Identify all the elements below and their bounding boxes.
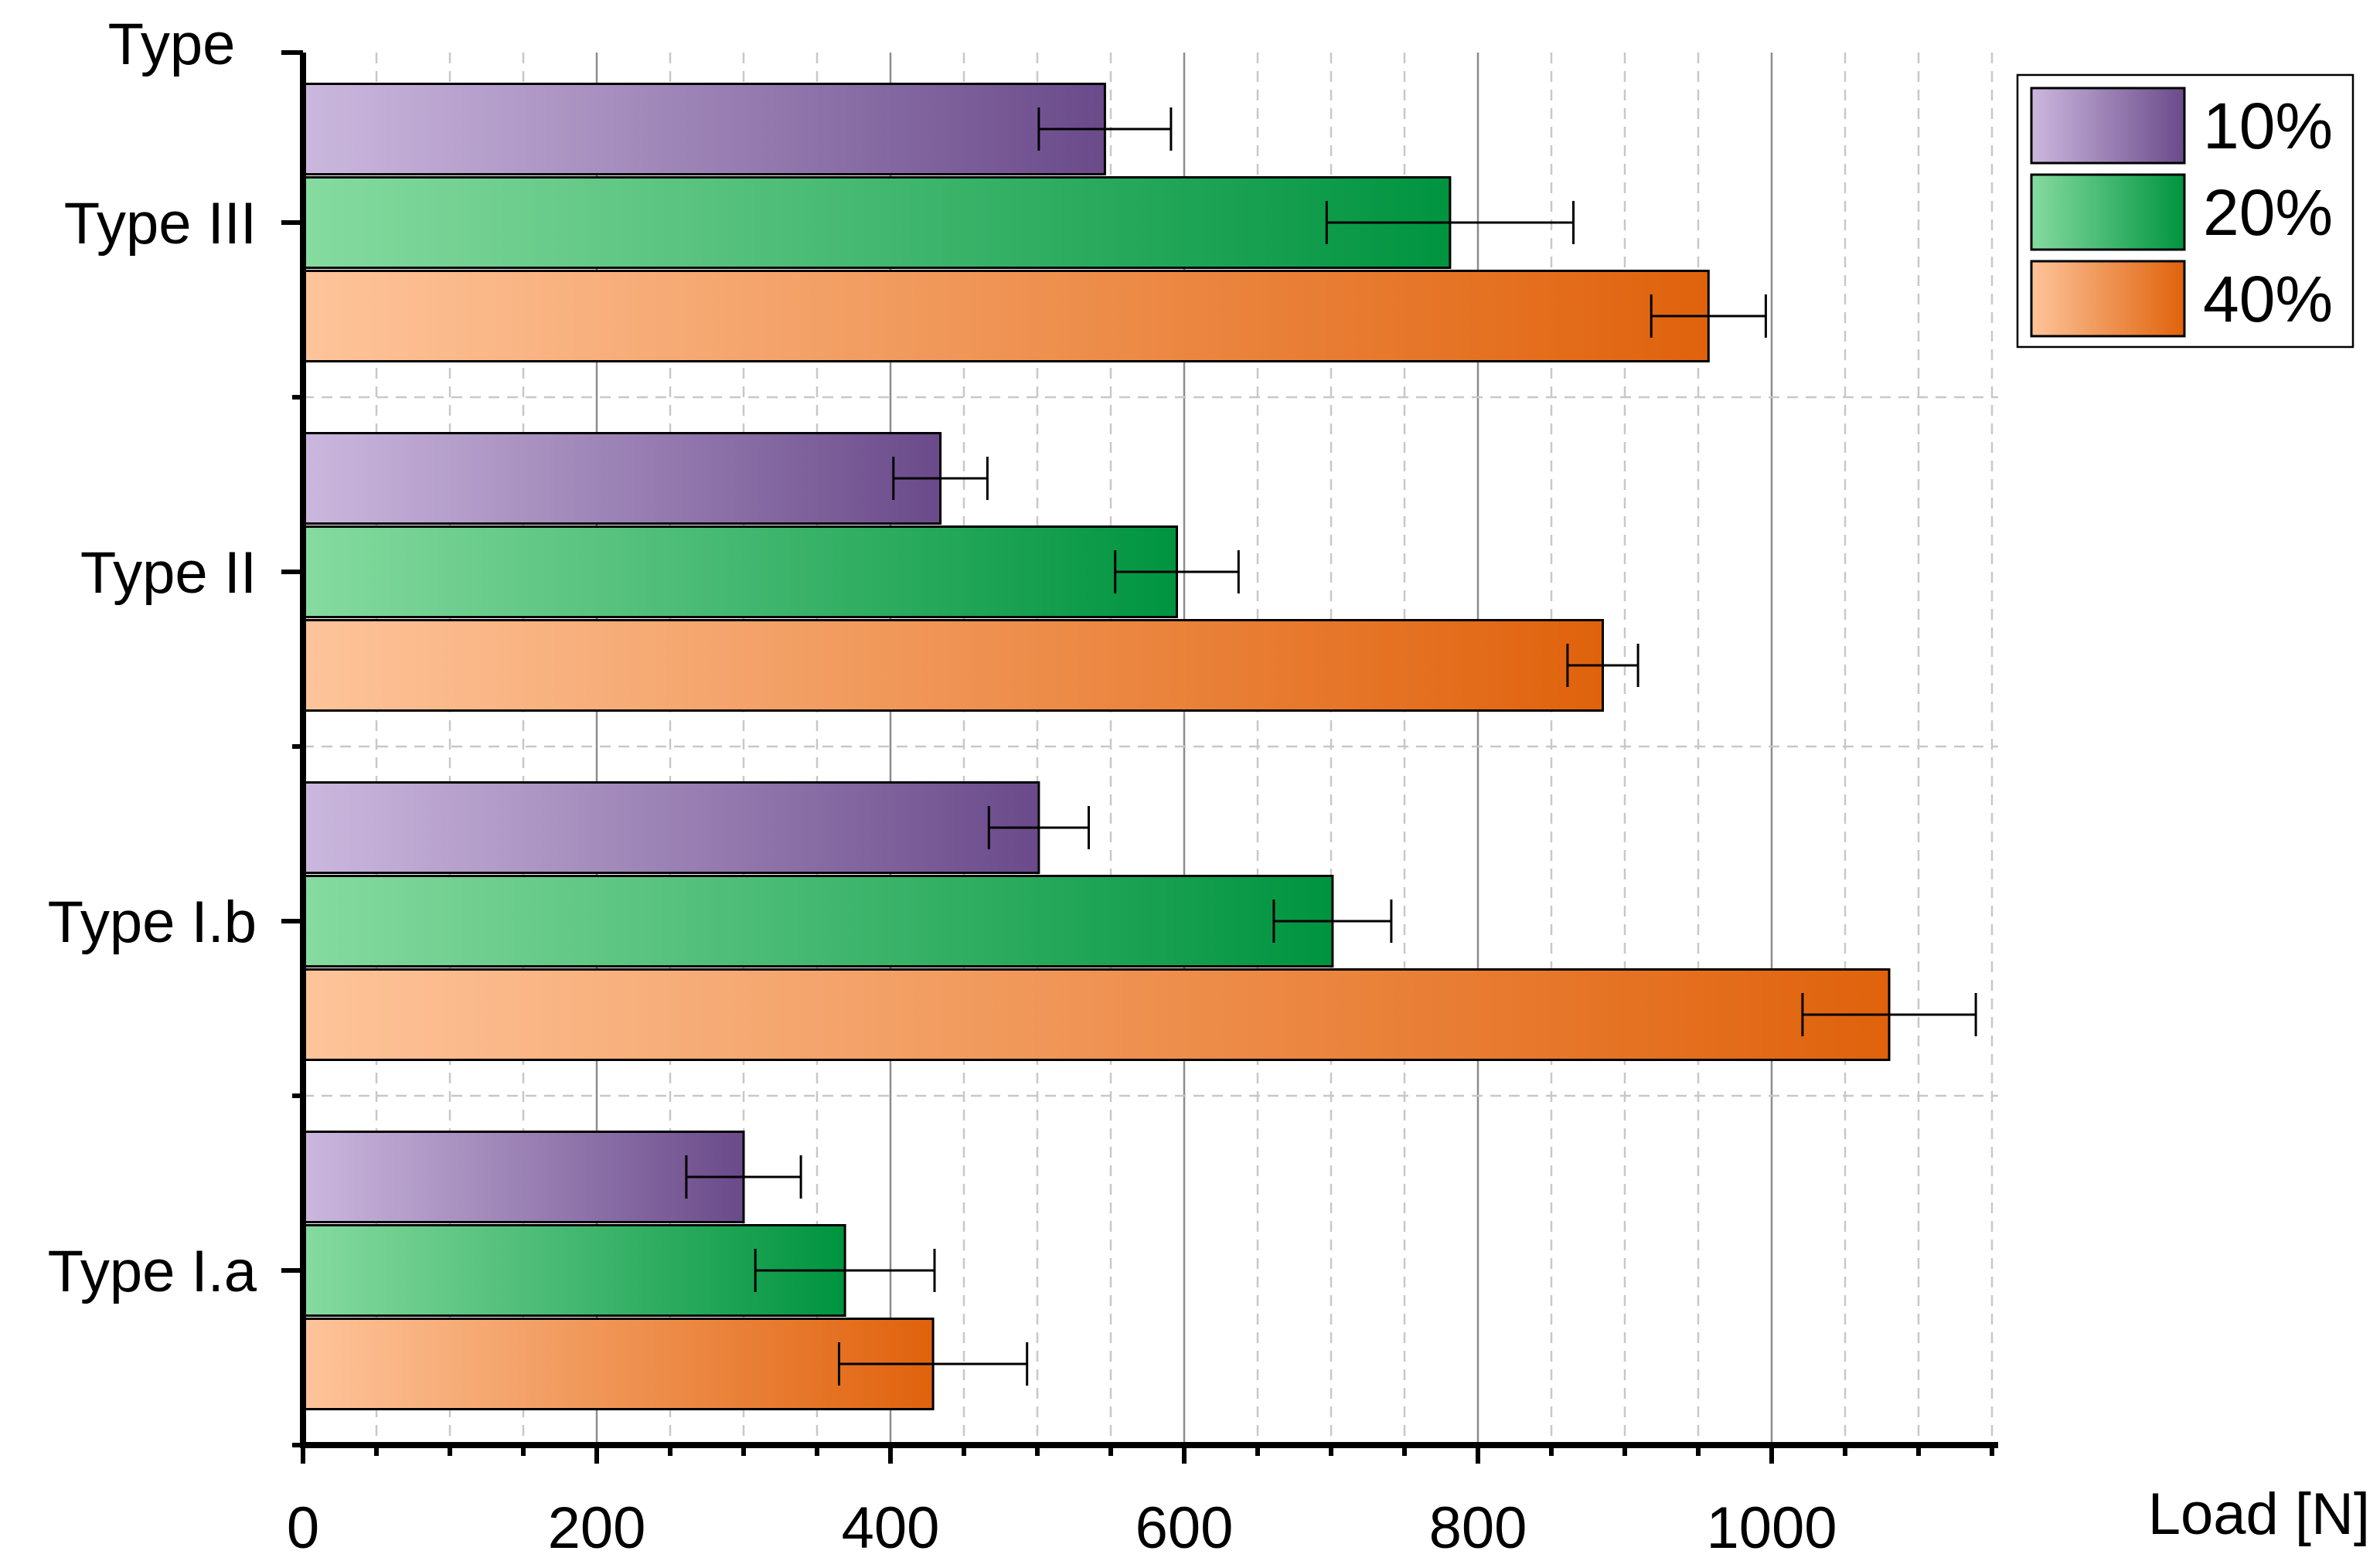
bar-type-iii-10pct (301, 83, 1106, 175)
axes-group (281, 50, 1998, 1464)
bar-type-i-b-10pct (301, 781, 1040, 874)
y-tick-label: Type I.b (48, 889, 257, 955)
legend-label: 10% (2203, 90, 2333, 162)
bar-type-i-a-40pct (301, 1318, 935, 1410)
y-tick-label: Type II (80, 540, 257, 606)
x-axis-title: Load [N] (2148, 1481, 2370, 1547)
bar-type-i-b-20pct (301, 875, 1334, 968)
x-tick-label: 1000 (1706, 1495, 1837, 1561)
bar-type-i-a-10pct (301, 1131, 745, 1223)
x-tick-label: 200 (548, 1495, 646, 1561)
legend-swatch-40pct (2030, 260, 2186, 338)
legend-label: 40% (2203, 263, 2333, 335)
legend-label: 20% (2203, 176, 2333, 249)
legend: 10% 20% 40% (2016, 73, 2354, 349)
legend-swatch-10pct (2030, 87, 2186, 165)
bars-group (301, 83, 1891, 1410)
bar-type-ii-10pct (301, 432, 942, 525)
labels-group: 0 200 400 600 800 1000 Type I.a Type I.b Type II… (48, 191, 1837, 1561)
x-tick-label: 600 (1136, 1495, 1234, 1561)
error-bars-group (685, 107, 1977, 1386)
y-axis-title: Type (108, 12, 236, 77)
bar-type-ii-40pct (301, 619, 1604, 712)
y-tick-label: Type I.a (48, 1239, 257, 1304)
legend-swatch-20pct (2030, 173, 2186, 251)
x-tick-label: 400 (842, 1495, 940, 1561)
bar-type-ii-20pct (301, 525, 1178, 618)
x-tick-label: 800 (1429, 1495, 1527, 1561)
bar-type-i-b-40pct (301, 968, 1891, 1061)
bar-type-iii-40pct (301, 270, 1710, 362)
y-tick-label: Type III (64, 191, 257, 257)
x-tick-label: 0 (287, 1495, 319, 1561)
bar-type-iii-20pct (301, 176, 1452, 269)
